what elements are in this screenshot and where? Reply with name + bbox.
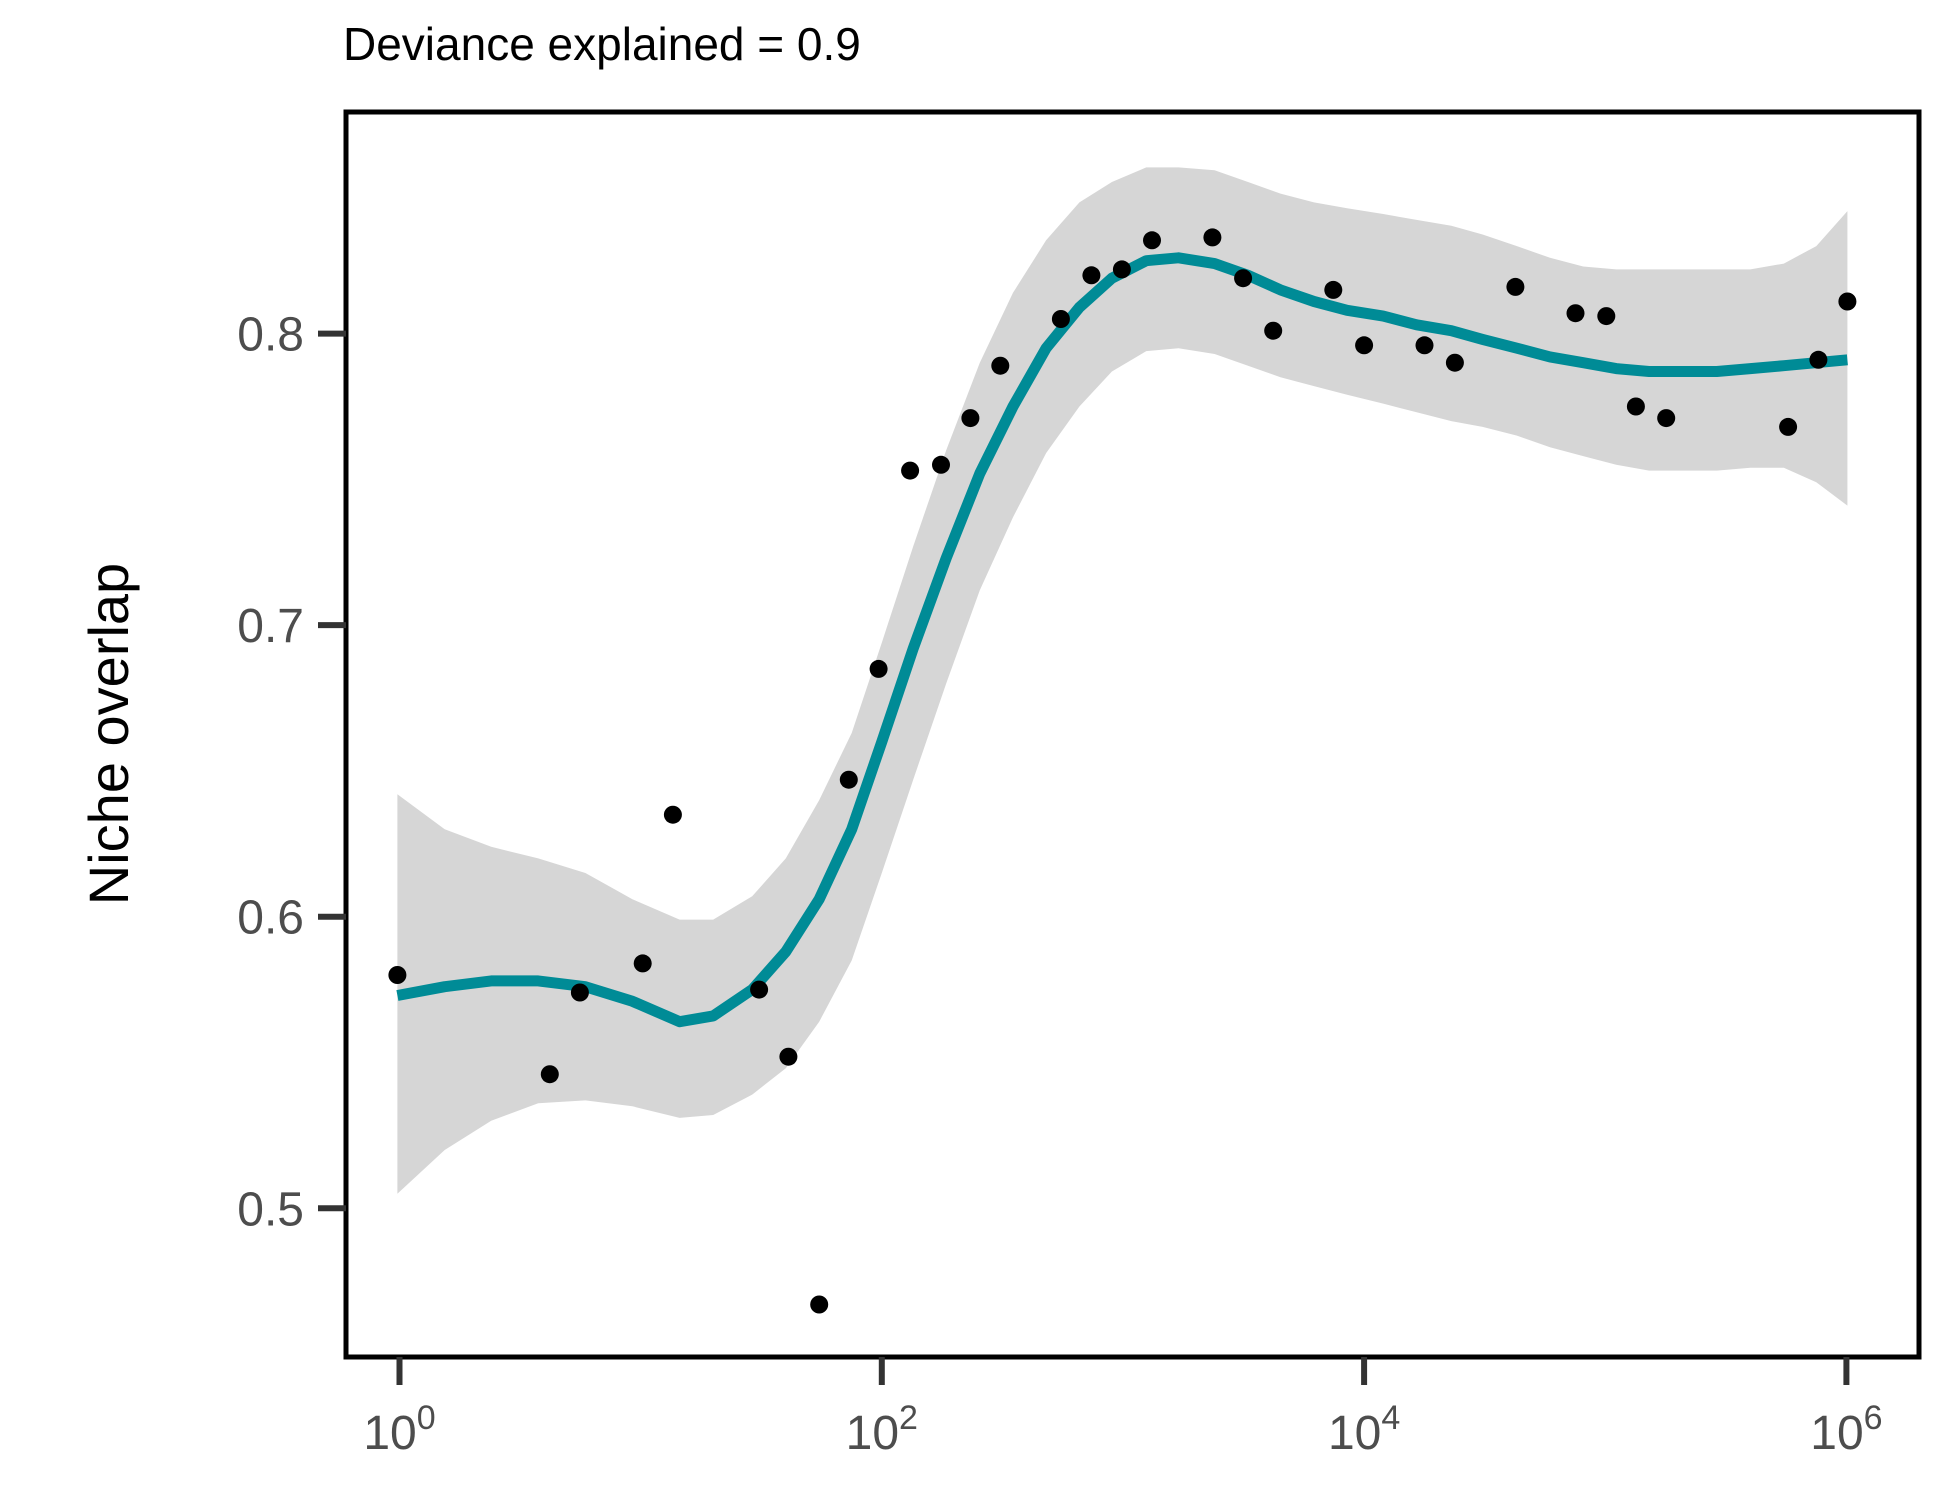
data-point <box>961 409 980 428</box>
data-point <box>570 983 589 1002</box>
data-point <box>1506 277 1525 296</box>
y-tick-label: 0.5 <box>237 1183 304 1236</box>
confidence-band <box>397 167 1848 1194</box>
data-point <box>1626 397 1645 416</box>
plot-panel-frame <box>343 109 1922 1360</box>
data-point <box>991 356 1010 375</box>
y-axis: 0.5 0.6 0.7 0.8 <box>237 309 346 1236</box>
y-tick-label: 0.6 <box>237 892 304 945</box>
x-tick-label: 102 <box>846 1399 918 1460</box>
data-point <box>750 980 769 999</box>
data-point <box>1838 292 1857 311</box>
x-axis: 100 102 104 106 <box>363 1357 1883 1460</box>
data-point <box>663 805 682 824</box>
chart-title: Deviance explained = 0.9 <box>343 18 861 70</box>
data-point <box>1143 231 1161 250</box>
fit-line <box>396 252 1848 1028</box>
data-point <box>779 1047 798 1066</box>
data-point <box>1445 353 1464 372</box>
data-point <box>1082 266 1101 285</box>
x-tick-label: 104 <box>1328 1399 1400 1460</box>
data-point <box>1415 336 1434 355</box>
data-point <box>1203 228 1222 247</box>
fit-line-layer <box>396 252 1848 1028</box>
data-point <box>1657 409 1676 428</box>
data-point <box>810 1295 829 1314</box>
data-point <box>1264 321 1283 340</box>
data-points-layer <box>388 228 1857 1314</box>
x-tick-label: 100 <box>363 1399 435 1460</box>
data-point <box>932 455 950 474</box>
data-point <box>1809 350 1828 369</box>
data-point <box>1566 304 1585 323</box>
data-point <box>1234 269 1253 288</box>
data-point <box>633 954 652 973</box>
data-point <box>839 770 858 789</box>
data-point <box>1051 310 1070 328</box>
data-point <box>1355 336 1374 355</box>
y-axis-label: Niche overlap <box>77 563 140 905</box>
data-point <box>1324 280 1343 299</box>
data-point <box>1779 417 1798 436</box>
data-point <box>540 1065 559 1084</box>
y-tick-label: 0.7 <box>237 600 304 653</box>
data-point <box>1597 307 1616 326</box>
data-point <box>1112 260 1131 279</box>
data-point <box>388 966 407 984</box>
x-tick-label: 106 <box>1810 1399 1882 1460</box>
data-point <box>869 659 888 678</box>
data-point <box>901 461 920 480</box>
y-tick-label: 0.8 <box>237 309 304 362</box>
confidence-band-layer <box>397 167 1848 1194</box>
